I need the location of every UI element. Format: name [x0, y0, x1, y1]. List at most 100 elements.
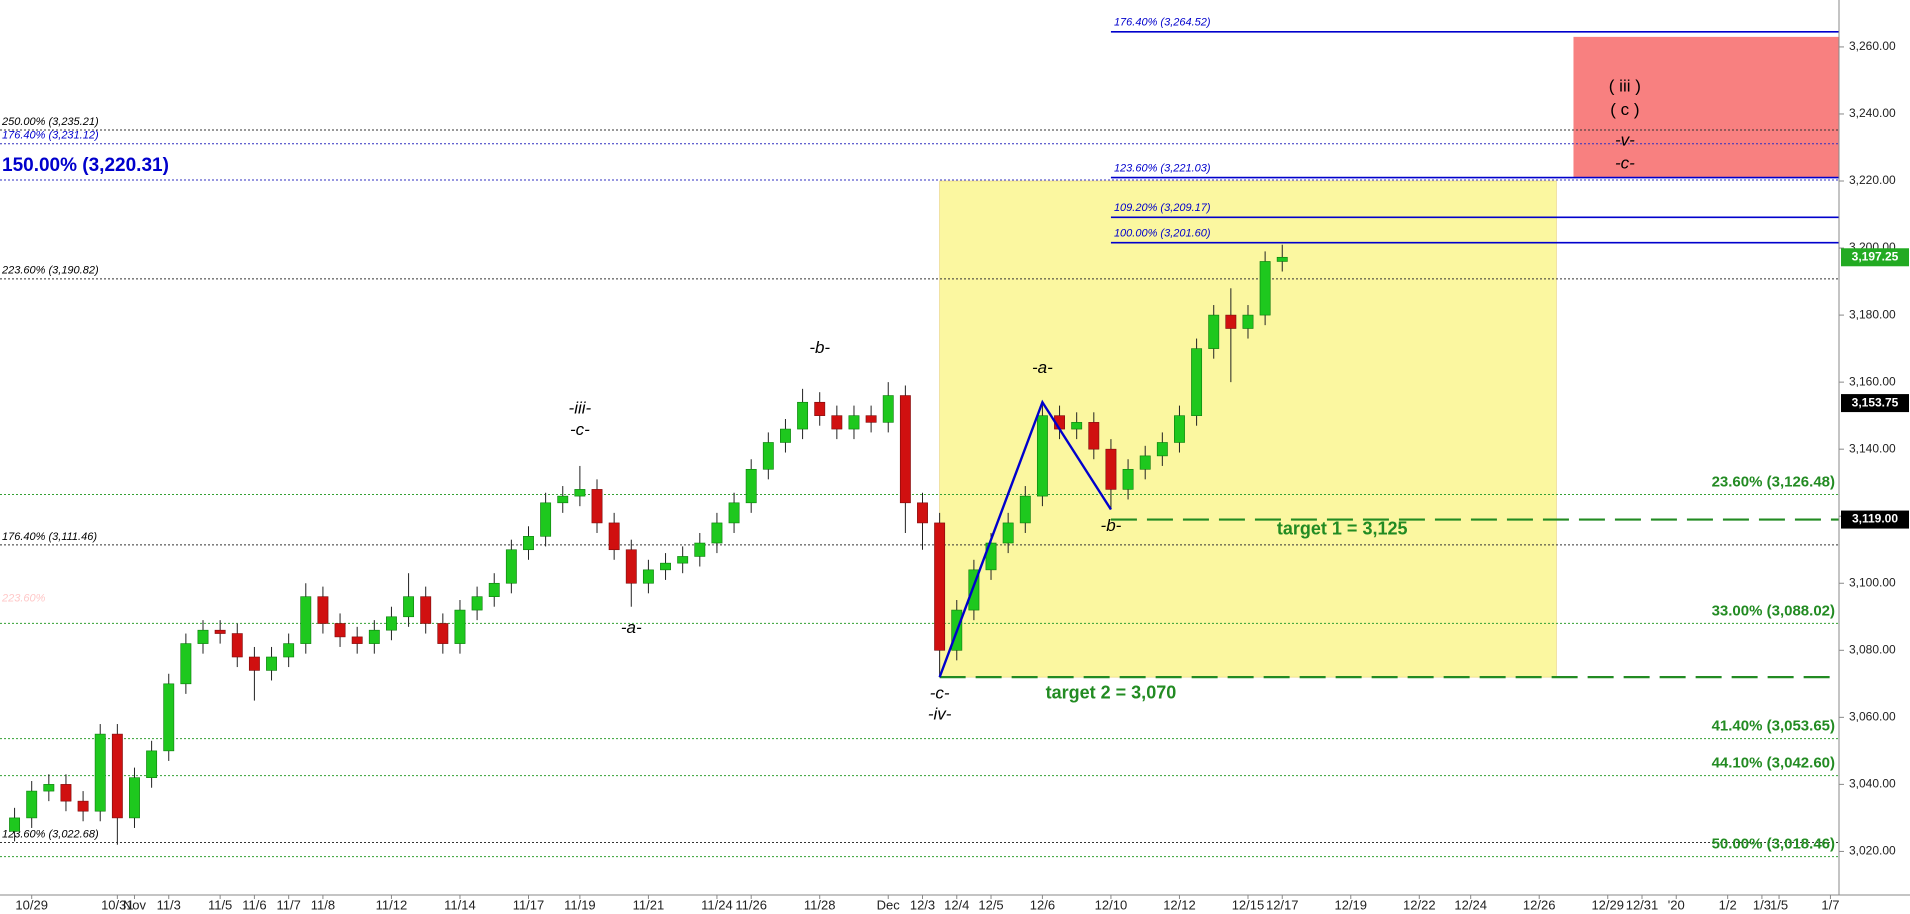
candle-body — [180, 643, 192, 685]
level-label: 100.00% (3,201.60) — [1114, 228, 1211, 240]
level-label: 41.40% (3,053.65) — [1712, 718, 1835, 735]
candle-body — [899, 395, 911, 504]
y-tick-label: 3,040.00 — [1849, 777, 1896, 791]
candle-body — [968, 569, 980, 611]
wave-label: ( c ) — [1610, 100, 1639, 119]
wave-label: -a- — [1032, 358, 1053, 377]
price-badge — [1841, 394, 1909, 413]
x-tick-label: 11/3 — [157, 897, 181, 912]
candle-body — [386, 616, 397, 631]
level-label: 223.60% (3,190.82) — [1, 265, 99, 277]
candle-body — [1002, 522, 1014, 544]
y-tick-label: 3,160.00 — [1849, 374, 1896, 388]
wave-label: -c- — [570, 420, 590, 439]
y-tick-label: 3,020.00 — [1849, 844, 1896, 858]
x-tick-label: 10/29 — [15, 897, 48, 912]
candle-body — [540, 502, 552, 537]
candle-body — [163, 683, 175, 752]
candle-body — [608, 522, 620, 551]
price-badge-label: 3,197.25 — [1852, 249, 1899, 263]
x-tick-label: 12/22 — [1403, 897, 1436, 912]
x-tick-label: 1/5 — [1770, 897, 1788, 912]
candle-body — [77, 800, 89, 812]
price-badge-label: 3,153.75 — [1852, 395, 1899, 409]
x-tick-label: 12/6 — [1030, 897, 1055, 912]
wave-label: -b- — [1101, 516, 1122, 535]
x-tick-label: 11/24 — [701, 897, 733, 912]
level-label: 150.00% (3,220.31) — [2, 155, 169, 176]
candle-body — [248, 656, 260, 671]
candle-body — [403, 596, 415, 618]
candle-body — [934, 522, 946, 651]
candle-body — [1122, 468, 1134, 490]
candle-body — [231, 633, 243, 658]
candle-body — [557, 495, 569, 504]
wave-zigzag — [938, 399, 1112, 678]
x-tick-label: 11/6 — [242, 897, 266, 912]
candle-body — [420, 596, 432, 624]
x-tick-label: 12/12 — [1163, 897, 1196, 912]
level-label: 176.40% (3,111.46) — [2, 531, 97, 543]
wave-label: -b- — [809, 338, 830, 357]
wave-label: -iii- — [569, 398, 592, 417]
candle-body — [1225, 314, 1237, 329]
x-tick-label: 11/7 — [276, 897, 300, 912]
x-tick-label: 12/5 — [978, 897, 1003, 912]
x-tick-label: 1/3 — [1753, 897, 1771, 912]
candle-body — [334, 623, 346, 638]
level-label: 123.60% (3,022.68) — [2, 828, 99, 840]
level-label: 44.10% (3,042.60) — [1712, 755, 1835, 772]
x-tick-label: 12/31 — [1626, 897, 1659, 912]
level-label: 123.60% (3,221.03) — [1114, 162, 1211, 174]
candle-body — [848, 415, 860, 430]
candle-body — [146, 750, 158, 778]
candle-body — [1276, 256, 1288, 262]
candle-body — [694, 542, 706, 557]
x-tick-label: '20 — [1668, 897, 1685, 912]
candle-body — [660, 562, 671, 571]
level-label: 176.40% (3,264.52) — [1114, 17, 1211, 29]
x-tick-label: 12/15 — [1232, 897, 1265, 912]
candle-body — [1156, 442, 1168, 457]
wave-label: -a- — [621, 618, 642, 637]
level-label: 23.60% (3,126.48) — [1712, 473, 1835, 490]
candle-body — [1259, 261, 1271, 316]
candle-body — [917, 502, 928, 524]
candle-body — [1071, 422, 1083, 430]
candle-body — [1139, 455, 1151, 470]
x-tick-label: 12/26 — [1523, 897, 1556, 912]
candle-body — [711, 522, 723, 544]
candle-body — [1036, 415, 1048, 497]
candle-body — [814, 401, 826, 416]
wave-label: -c- — [1615, 154, 1635, 173]
x-tick-label: 11/21 — [633, 897, 665, 912]
candle-body — [728, 502, 740, 524]
candle-body — [1242, 314, 1254, 329]
x-tick-label: 10/31 — [101, 897, 134, 912]
x-tick-label: 11/28 — [804, 897, 836, 912]
candle-body — [523, 536, 534, 551]
candle-body — [797, 401, 809, 430]
level-label: 176.40% (3,231.12) — [2, 130, 99, 142]
candle-body — [831, 415, 843, 430]
x-tick-label: 12/4 — [944, 897, 969, 912]
price-badge — [1841, 510, 1909, 529]
x-tick-label: 11/14 — [444, 897, 476, 912]
y-tick-label: 3,100.00 — [1849, 575, 1896, 589]
candle-body — [317, 596, 329, 624]
candle-body — [26, 790, 38, 819]
candle-body — [351, 636, 363, 644]
candle-body — [1191, 348, 1203, 416]
candle-body — [214, 629, 226, 634]
x-tick-label: 11/8 — [311, 897, 335, 912]
y-tick-label: 3,060.00 — [1849, 710, 1896, 724]
candle-body — [437, 623, 449, 644]
price-badge — [1841, 248, 1909, 267]
candle-body — [129, 777, 140, 819]
y-tick-label: 3,240.00 — [1849, 106, 1896, 120]
candle-body — [60, 784, 72, 802]
x-tick-label: 12/29 — [1591, 897, 1624, 912]
x-tick-label: 11/5 — [208, 897, 232, 912]
candle-body — [574, 489, 586, 497]
